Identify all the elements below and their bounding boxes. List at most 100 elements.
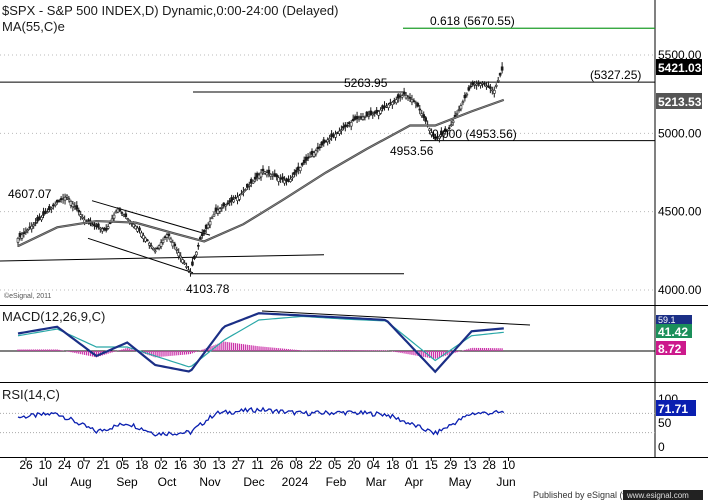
channel-lower-line — [87, 237, 194, 274]
x-axis-day-label: 18 — [386, 458, 400, 472]
price-candle-body — [379, 109, 382, 114]
price-candle-body — [451, 120, 455, 123]
price-candle-body — [391, 101, 394, 106]
price-candle-body — [361, 116, 365, 120]
price-candle-body — [259, 172, 263, 178]
price-candle-body — [492, 90, 496, 94]
price-candle-body — [212, 213, 216, 217]
price-candle-body — [149, 245, 153, 248]
price-candle-body — [365, 111, 369, 117]
x-axis-day-label: 10 — [502, 458, 516, 472]
price-candle-body — [357, 117, 361, 120]
price-candle-body — [275, 174, 279, 178]
macd-top-tag: 59.1 — [656, 315, 692, 325]
x-axis-day-label: 05 — [328, 458, 342, 472]
price-candle-body — [487, 85, 490, 88]
price-candle-body — [408, 97, 412, 99]
x-axis-day-label: 13 — [463, 458, 477, 472]
price-candle-body — [104, 227, 108, 231]
x-axis-day-label: 08 — [290, 458, 304, 472]
price-candle-body — [67, 198, 71, 200]
chart-title: $SPX - S&P 500 INDEX,D) Dynamic,0:00-24:… — [2, 3, 338, 18]
price-candle-body — [471, 82, 475, 85]
price-candle-body — [318, 146, 322, 149]
price-candle-body — [26, 229, 30, 231]
x-axis-month-label: Apr — [405, 475, 424, 489]
price-candle-body — [75, 205, 79, 210]
price-candle-body — [181, 259, 184, 264]
price-candle-body — [193, 255, 196, 259]
price-candle-body — [334, 133, 337, 138]
price-candle-body — [351, 118, 355, 122]
x-axis-day-label: 18 — [135, 458, 149, 472]
price-candle-body — [16, 238, 20, 243]
x-axis-day-label: 29 — [444, 458, 458, 472]
ma-value-tag: 5213.53 — [656, 93, 702, 109]
price-candle-body — [220, 207, 224, 209]
price-candle-body — [320, 141, 324, 146]
price-candle-body — [120, 212, 124, 214]
price-candle-body — [402, 91, 406, 95]
price-candle-body — [22, 232, 26, 234]
price-candle-body — [77, 209, 81, 213]
price-panel — [0, 27, 655, 291]
price-candle-body — [455, 112, 459, 115]
price-candle-body — [496, 79, 500, 82]
price-candle-body — [267, 169, 271, 174]
macd-label: MACD(12,26,9,C) — [2, 309, 105, 324]
macd-trendline — [261, 310, 531, 326]
x-axis-day-label: 28 — [483, 458, 497, 472]
x-axis-month-label: Mar — [366, 475, 387, 489]
price-candle-body — [489, 86, 492, 89]
price-candle-body — [475, 83, 478, 86]
price-candle-body — [34, 222, 37, 224]
april-low-label: 4953.56 — [390, 144, 434, 158]
price-candle-body — [206, 224, 210, 229]
price-candle-body — [169, 238, 173, 242]
macd-panel — [0, 310, 655, 374]
price-candle-body — [167, 233, 171, 236]
price-candle-body — [238, 195, 241, 200]
price-candle-body — [295, 169, 298, 173]
price-candle-body — [412, 100, 416, 102]
price-candle-body — [179, 255, 182, 259]
price-candle-body — [281, 176, 284, 180]
price-candle-body — [314, 150, 318, 155]
rsi-value: 71.71 — [658, 402, 688, 416]
price-candle-body — [394, 99, 398, 104]
price-candle-body — [191, 261, 194, 266]
price-axis-tick-label: 4500.00 — [658, 205, 702, 219]
macd-value-tag: 41.42 — [656, 324, 692, 339]
price-candle-body — [467, 87, 471, 91]
price-candle-body — [244, 189, 247, 191]
price-candle-body — [240, 193, 243, 195]
price-candle-body — [349, 122, 353, 127]
october-low-label: 4103.78 — [186, 282, 230, 296]
price-candle-body — [183, 262, 186, 265]
price-candle-body — [363, 116, 367, 118]
price-candle-body — [63, 196, 67, 201]
x-axis-day-label: 24 — [58, 458, 72, 472]
price-candle-body — [447, 127, 451, 129]
ma-value: 5213.53 — [658, 95, 702, 109]
price-candle-body — [428, 128, 431, 131]
price-candle-body — [142, 235, 145, 240]
price-candle-body — [232, 199, 235, 203]
price-candle-body — [416, 103, 420, 107]
price-candle-body — [414, 102, 418, 104]
rsi-axis-tick-label: 0 — [658, 440, 665, 454]
price-candle-body — [312, 152, 316, 157]
price-candle-body — [432, 133, 435, 137]
price-candle-body — [304, 156, 308, 161]
price-candle-body — [277, 177, 280, 182]
price-candle-body — [197, 244, 200, 247]
price-candle-body — [50, 207, 53, 210]
price-candle-body — [498, 73, 502, 76]
price-candle-body — [138, 227, 141, 231]
price-candle-body — [465, 93, 469, 96]
price-candle-body — [134, 225, 137, 230]
price-candle-body — [251, 180, 255, 184]
price-candle-body — [418, 108, 422, 111]
price-candle-body — [424, 117, 427, 122]
